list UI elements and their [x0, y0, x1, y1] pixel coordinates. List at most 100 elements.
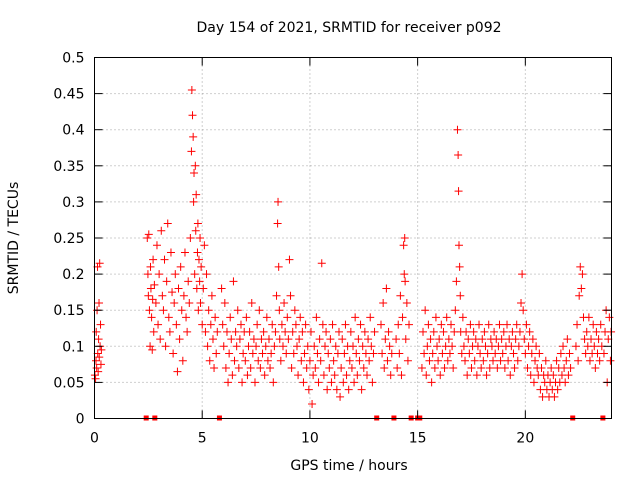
data-point [325, 363, 334, 372]
data-point [255, 306, 264, 315]
data-point [449, 363, 458, 372]
data-point [93, 349, 102, 358]
data-point [285, 255, 294, 264]
y-tick-label: 0.5 [62, 51, 84, 67]
data-point [150, 280, 159, 289]
data-point [535, 349, 544, 358]
data-point [401, 335, 410, 344]
data-point [258, 349, 267, 358]
data-point [491, 349, 500, 358]
data-point [473, 342, 482, 351]
data-point [330, 371, 339, 380]
data-point [467, 363, 476, 372]
data-point [464, 335, 473, 344]
data-point [298, 327, 307, 336]
data-point [190, 169, 199, 178]
data-point [591, 363, 600, 372]
data-point [495, 320, 504, 329]
data-point [573, 320, 582, 329]
data-point [177, 306, 186, 315]
data-point [566, 363, 575, 372]
data-point [268, 320, 277, 329]
data-point [194, 306, 203, 315]
data-point [274, 197, 283, 206]
data-point [328, 320, 337, 329]
data-point [564, 371, 573, 380]
data-point [444, 335, 453, 344]
data-point [452, 277, 461, 286]
data-point [154, 320, 163, 329]
data-point [292, 342, 301, 351]
data-point [393, 363, 402, 372]
data-point [424, 320, 433, 329]
data-point [193, 219, 202, 228]
data-point [482, 371, 491, 380]
data-point [380, 363, 389, 372]
data-point [385, 342, 394, 351]
data-point [384, 327, 393, 336]
data-point [94, 335, 103, 344]
data-point [250, 378, 259, 387]
data-point [170, 298, 179, 307]
data-point [267, 349, 276, 358]
data-point [220, 298, 229, 307]
data-point [469, 327, 478, 336]
data-point [440, 363, 449, 372]
data-point [235, 335, 244, 344]
data-point [290, 306, 299, 315]
data-point [184, 277, 193, 286]
data-point [484, 320, 493, 329]
data-point [158, 291, 167, 300]
data-point [511, 335, 520, 344]
data-point [400, 234, 409, 242]
data-point [456, 291, 465, 300]
data-point [587, 335, 596, 344]
data-point [503, 320, 512, 329]
data-point [498, 349, 507, 358]
data-point [212, 349, 221, 358]
data-point [145, 306, 154, 315]
data-point [400, 270, 409, 279]
data-point [605, 313, 614, 322]
data-point [95, 259, 104, 268]
data-point [318, 320, 327, 329]
y-tick-label: 0.15 [53, 303, 84, 319]
x-axis-label: GPS time / hours [290, 458, 407, 474]
data-point [266, 363, 275, 372]
data-point [311, 363, 320, 372]
data-point [526, 371, 535, 380]
data-point [171, 270, 180, 279]
y-tick-label: 0.25 [53, 231, 84, 247]
data-point [176, 262, 185, 271]
data-point [144, 230, 153, 239]
data-point [478, 335, 487, 344]
data-point [510, 363, 519, 372]
data-point [197, 262, 206, 271]
data-point [367, 342, 376, 351]
data-point [204, 306, 213, 315]
data-point [257, 335, 266, 344]
data-point [304, 385, 313, 394]
data-point [242, 313, 251, 322]
x-tick-label: 0 [90, 431, 99, 447]
data-point [552, 356, 561, 365]
data-point [386, 371, 395, 380]
data-point [589, 320, 598, 329]
data-point [364, 335, 373, 344]
data-point [434, 356, 443, 365]
data-point [576, 262, 585, 271]
data-point [590, 342, 599, 351]
data-point [451, 306, 460, 315]
data-point [146, 262, 155, 271]
data-point [405, 320, 414, 329]
data-point [443, 356, 452, 365]
data-point [528, 335, 537, 344]
data-point [169, 349, 178, 358]
data-point [274, 262, 283, 271]
y-axis-label: SRMTID / TECUs [6, 182, 22, 295]
data-point [232, 342, 241, 351]
data-point [355, 356, 364, 365]
grid-lines [94, 57, 612, 419]
data-point [479, 356, 488, 365]
